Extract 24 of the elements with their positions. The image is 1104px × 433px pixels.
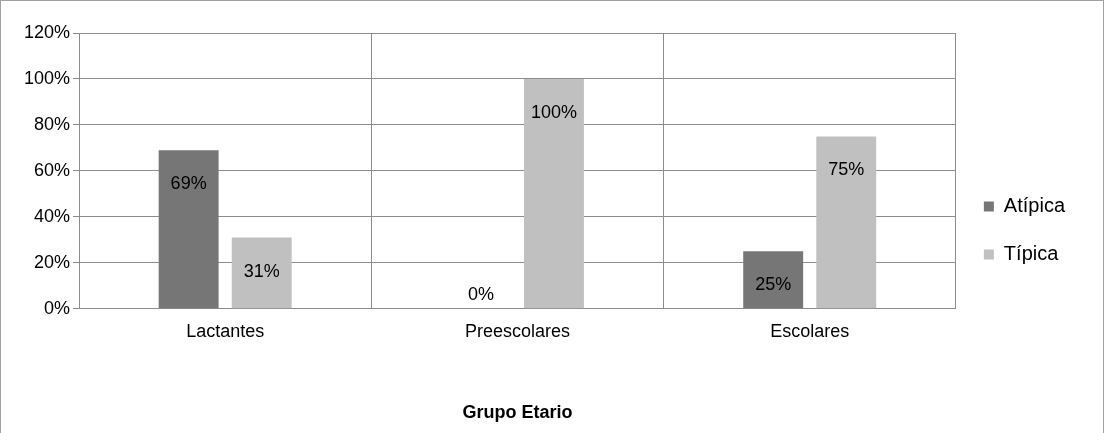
x-axis-title: Grupo Etario xyxy=(462,402,573,423)
y-tick-label: 60% xyxy=(34,159,71,180)
legend-label: Atípica xyxy=(1003,194,1066,217)
y-tick-label: 20% xyxy=(34,251,71,272)
y-tick-label: 40% xyxy=(34,205,71,226)
bar xyxy=(158,150,219,309)
y-tick-label: 80% xyxy=(34,113,71,134)
text: 69% xyxy=(170,173,207,194)
bar xyxy=(524,78,584,309)
y-tick-label: 0% xyxy=(44,297,71,318)
text: 100% xyxy=(530,101,577,122)
text: 0% xyxy=(467,283,494,304)
legend-label: Típica xyxy=(1003,242,1060,265)
text: 75% xyxy=(828,159,865,180)
text: 31% xyxy=(243,260,280,281)
text: 25% xyxy=(755,274,792,295)
x-tick-label: Escolares xyxy=(770,320,850,341)
bar xyxy=(743,251,804,309)
x-tick-label: Lactantes xyxy=(186,320,265,341)
x-tick-label: Preescolares xyxy=(464,320,570,341)
y-tick-label: 100% xyxy=(23,67,71,88)
bar xyxy=(816,136,877,309)
y-tick-label: 120% xyxy=(23,21,71,42)
bar xyxy=(231,237,292,309)
